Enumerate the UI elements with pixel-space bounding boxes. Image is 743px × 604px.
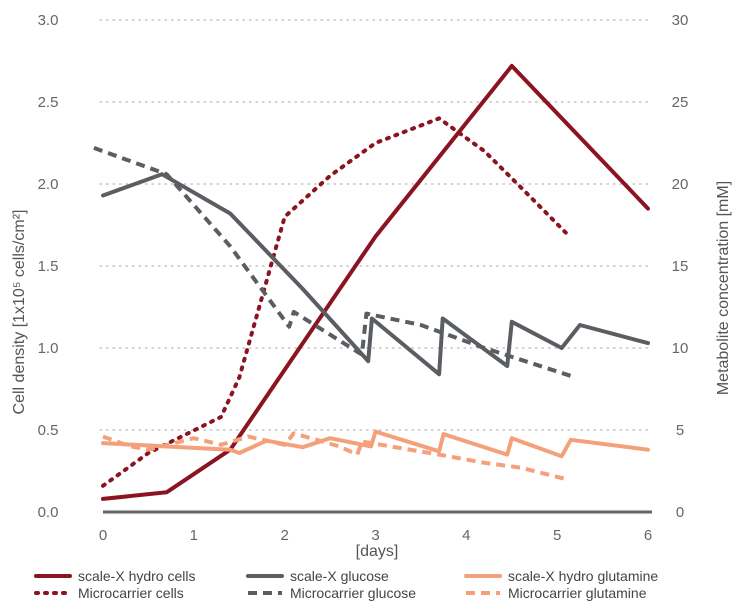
x-tick-label: 5	[553, 527, 561, 544]
series-line-6	[102, 431, 567, 482]
gridlines	[99, 19, 653, 431]
series-line-4	[93, 146, 572, 378]
y-left-tick-label: 1.5	[38, 258, 59, 275]
x-tick-label: 0	[99, 527, 107, 544]
legend-label: scale-X hydro cells	[78, 568, 196, 584]
x-tick-label: 1	[190, 527, 198, 544]
y-axis-right: 0 5 10 15 20 25 30	[672, 12, 689, 521]
series-line-5	[101, 429, 650, 459]
y-axis-left: 0.0 0.5 1.0 1.5 2.0 2.5 3.0	[38, 12, 59, 521]
y-axis-right-label: Metabolite concentration [mM]	[715, 181, 732, 395]
y-right-tick-label: 30	[672, 12, 689, 29]
x-tick-label: 3	[371, 527, 379, 544]
y-right-tick-label: 25	[672, 94, 689, 111]
y-left-tick-label: 2.5	[38, 94, 59, 111]
x-tick-label: 4	[462, 527, 470, 544]
y-axis-left-label: Cell density [1x10⁵ cells/cm²]	[11, 210, 28, 415]
y-left-tick-label: 2.0	[38, 176, 59, 193]
y-right-tick-label: 5	[676, 422, 684, 439]
legend-label: scale-X glucose	[290, 568, 389, 584]
x-axis-label: [days]	[356, 543, 399, 560]
x-tick-label: 2	[280, 527, 288, 544]
y-left-tick-label: 0.5	[38, 422, 59, 439]
series-lines	[93, 63, 650, 501]
legend-label: Microcarrier glutamine	[508, 585, 647, 601]
legend-label: Microcarrier cells	[78, 585, 184, 601]
y-right-tick-label: 15	[672, 258, 689, 275]
legend-label: Microcarrier glucose	[290, 585, 416, 601]
series-line-1	[101, 63, 650, 501]
legend-label: scale-X hydro glutamine	[508, 568, 658, 584]
y-right-tick-label: 20	[672, 176, 689, 193]
y-left-tick-label: 3.0	[38, 12, 59, 29]
x-axis: 0 1 2 3 4 5 6	[99, 510, 652, 544]
y-right-tick-label: 10	[672, 340, 689, 357]
x-tick-label: 6	[644, 527, 652, 544]
series-line-2	[101, 116, 569, 488]
y-right-tick-label: 0	[676, 504, 684, 521]
series-line-3	[101, 172, 650, 377]
y-left-tick-label: 0.0	[38, 504, 59, 521]
legend: scale-X hydro cells scale-X glucose scale-…	[34, 568, 658, 601]
y-left-tick-label: 1.0	[38, 340, 59, 357]
